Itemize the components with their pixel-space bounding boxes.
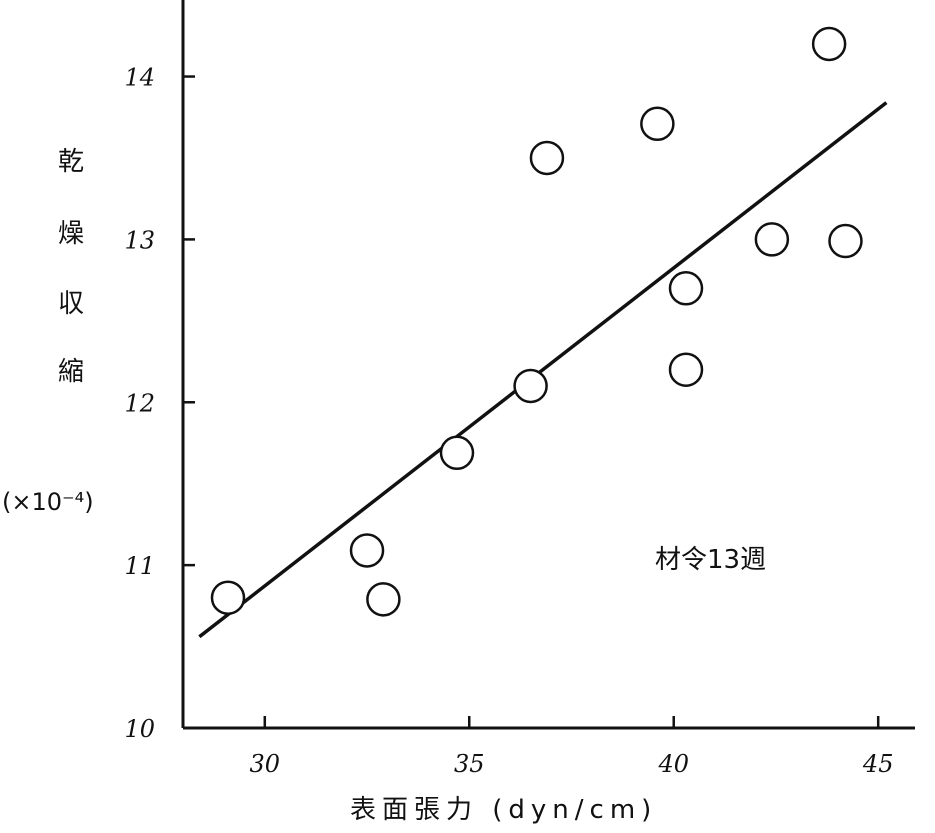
annotation: 材令13週 <box>655 545 766 575</box>
data-point <box>640 106 675 142</box>
y-tick-label: 12 <box>124 389 155 417</box>
y-tick-label: 13 <box>124 226 155 254</box>
data-point <box>828 223 863 259</box>
y-label-char-2: 収 <box>58 289 84 319</box>
x-tick-label: 35 <box>454 750 485 778</box>
labels: 乾 燥 収 縮 (×10⁻⁴) 材令13週 表面張力 (dyn/cm) <box>2 147 766 825</box>
y-tick-label: 14 <box>124 64 155 92</box>
x-axis-label: 表面張力 (dyn/cm) <box>350 795 657 825</box>
y-label-char-3: 縮 <box>58 357 84 387</box>
x-tick-label: 30 <box>250 750 281 778</box>
data-point <box>439 435 475 471</box>
x-tick-label: 45 <box>862 750 894 778</box>
data-point <box>668 352 704 387</box>
data-point <box>754 222 790 257</box>
data-point <box>349 533 385 568</box>
data-point <box>811 26 847 62</box>
data-point <box>210 580 246 615</box>
x-tick-label: 40 <box>657 750 689 778</box>
marks <box>198 26 888 639</box>
data-point <box>668 271 704 306</box>
data-point <box>366 582 401 617</box>
y-label-unit: (×10⁻⁴) <box>2 488 94 516</box>
axes: 30 35 40 45 10 11 12 13 14 <box>124 0 915 778</box>
regression-line <box>198 101 888 639</box>
y-label-char-0: 乾 <box>58 147 84 177</box>
y-tick-label: 11 <box>124 552 155 580</box>
y-tick-label: 10 <box>124 715 155 743</box>
data-point <box>513 368 548 404</box>
data-point <box>529 140 565 176</box>
y-label-char-1: 燥 <box>58 219 84 249</box>
